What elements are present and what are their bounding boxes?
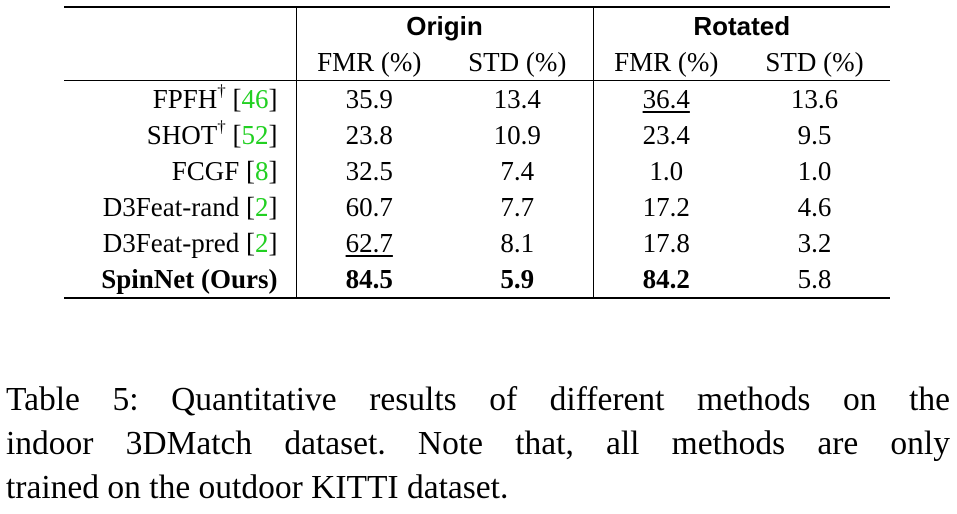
value-cell: 3.2	[739, 225, 890, 261]
table-row: D3Feat-rand [2] 60.7 7.7 17.2 4.6	[64, 189, 890, 225]
value-text: 84.2	[642, 264, 690, 294]
method-cell: SpinNet (Ours)	[64, 261, 297, 299]
value-cell: 32.5	[296, 153, 442, 189]
metric-header-row: FMR (%) STD (%) FMR (%) STD (%)	[64, 44, 890, 81]
value-cell: 84.2	[593, 261, 739, 299]
table-row: SpinNet (Ours) 84.5 5.9 84.2 5.8	[64, 261, 890, 299]
method-name: FPFH	[152, 84, 218, 114]
value-cell: 7.7	[442, 189, 594, 225]
value-text: 23.4	[642, 120, 690, 150]
table-row: FCGF [8] 32.5 7.4 1.0 1.0	[64, 153, 890, 189]
value-cell: 10.9	[442, 117, 594, 153]
group-header-row: Origin Rotated	[64, 6, 890, 44]
citation-link[interactable]: 2	[255, 192, 269, 222]
method-name: SHOT	[146, 120, 218, 150]
table-row: FPFH† [46] 35.9 13.4 36.4 13.6	[64, 80, 890, 118]
group-header-origin: Origin	[296, 6, 594, 44]
value-text: 13.4	[493, 84, 541, 114]
value-text: 5.8	[797, 264, 832, 294]
value-text: 60.7	[345, 192, 393, 222]
value-text: 9.5	[797, 120, 832, 150]
empty-header-cell	[64, 6, 297, 44]
value-cell: 23.8	[296, 117, 442, 153]
method-name: SpinNet (Ours)	[101, 264, 278, 294]
value-cell: 1.0	[593, 153, 739, 189]
value-text: 8.1	[500, 228, 535, 258]
value-text: 84.5	[345, 264, 393, 294]
value-text: 10.9	[493, 120, 541, 150]
value-text: 62.7	[345, 228, 393, 258]
metric-header: FMR (%)	[296, 44, 442, 81]
value-cell: 5.8	[739, 261, 890, 299]
value-cell: 4.6	[739, 189, 890, 225]
method-name: FCGF	[171, 156, 240, 186]
empty-header-cell	[64, 44, 297, 81]
method-name: D3Feat-rand	[102, 192, 240, 222]
value-text: 7.7	[500, 192, 535, 222]
value-cell: 23.4	[593, 117, 739, 153]
value-text: 35.9	[345, 84, 393, 114]
metric-header: FMR (%)	[593, 44, 739, 81]
table-caption: Table 5: Quantitative results of differe…	[6, 378, 950, 510]
value-cell: 7.4	[442, 153, 594, 189]
value-text: 17.8	[642, 228, 690, 258]
value-cell: 9.5	[739, 117, 890, 153]
method-cell: FCGF [8]	[64, 153, 297, 189]
value-cell: 35.9	[296, 81, 442, 118]
value-cell: 1.0	[739, 153, 890, 189]
value-cell: 5.9	[442, 261, 594, 299]
citation-link[interactable]: 8	[255, 156, 269, 186]
caption-line: trained on the outdoor KITTI dataset.	[6, 469, 509, 506]
value-text: 36.4	[642, 84, 690, 114]
group-header-rotated: Rotated	[593, 6, 890, 44]
value-text: 5.9	[500, 264, 535, 294]
caption-line: Table 5: Quantitative results of differe…	[6, 381, 950, 418]
value-cell: 17.2	[593, 189, 739, 225]
value-text: 17.2	[642, 192, 690, 222]
citation-link[interactable]: 2	[255, 228, 269, 258]
dagger-mark: †	[217, 81, 226, 100]
value-cell: 13.4	[442, 80, 594, 117]
value-cell: 8.1	[442, 225, 594, 261]
value-text: 4.6	[797, 192, 832, 222]
value-text: 1.0	[797, 156, 832, 186]
value-cell: 13.6	[739, 81, 890, 118]
method-cell: FPFH† [46]	[64, 80, 297, 117]
citation-link[interactable]: 52	[241, 120, 269, 150]
dagger-mark: †	[217, 117, 226, 136]
citation-link[interactable]: 46	[241, 84, 269, 114]
table-body: FPFH† [46] 35.9 13.4 36.4 13.6 SHOT† [52] 23.8…	[64, 80, 890, 299]
table-row: SHOT† [52] 23.8 10.9 23.4 9.5	[64, 117, 890, 153]
value-cell: 62.7	[296, 225, 442, 261]
method-cell: SHOT† [52]	[64, 117, 297, 153]
value-cell: 17.8	[593, 225, 739, 261]
results-table: Origin Rotated FMR (%) STD (%) FMR (%) S…	[64, 6, 890, 299]
method-cell: D3Feat-rand [2]	[64, 189, 297, 225]
value-text: 32.5	[345, 156, 393, 186]
value-text: 3.2	[797, 228, 832, 258]
value-text: 13.6	[790, 84, 839, 114]
value-text: 1.0	[649, 156, 684, 186]
table-row: D3Feat-pred [2] 62.7 8.1 17.8 3.2	[64, 225, 890, 261]
value-cell: 60.7	[296, 189, 442, 225]
metric-header: STD (%)	[442, 44, 594, 81]
metric-header: STD (%)	[739, 44, 890, 81]
method-name: D3Feat-pred	[102, 228, 240, 258]
value-text: 23.8	[345, 120, 393, 150]
value-cell: 84.5	[296, 261, 442, 299]
caption-line: indoor 3DMatch dataset. Note that, all m…	[6, 425, 950, 462]
method-cell: D3Feat-pred [2]	[64, 225, 297, 261]
value-cell: 36.4	[593, 81, 739, 118]
results-table-container: Origin Rotated FMR (%) STD (%) FMR (%) S…	[64, 6, 890, 299]
value-text: 7.4	[500, 156, 535, 186]
